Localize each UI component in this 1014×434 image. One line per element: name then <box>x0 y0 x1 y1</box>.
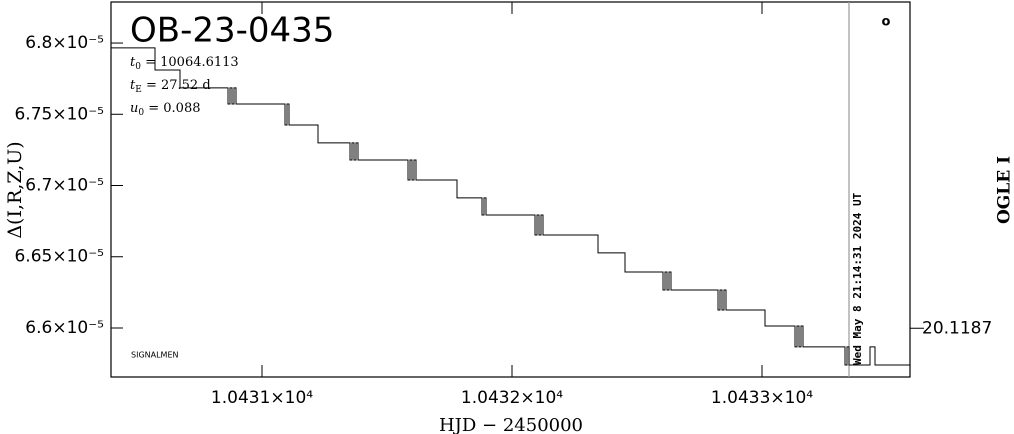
parameter-subscript: E <box>135 85 142 95</box>
x-tick-label: 1.0433×10⁴ <box>711 388 813 408</box>
parameter: u0 = 0.088 <box>130 101 200 118</box>
timestamp: Wed May 8 21:14:31 2024 UT <box>851 192 864 365</box>
marker-label: o <box>882 15 891 30</box>
parameter: t0 = 10064.6113 <box>130 55 239 72</box>
chart-title: OB-23-0435 <box>130 11 334 51</box>
parameter-value: = 0.088 <box>144 101 200 116</box>
y-tick-label: 6.65×10⁻⁵ <box>14 247 104 267</box>
y-tick-label: 6.75×10⁻⁵ <box>14 104 104 124</box>
x-tick-label: 1.0431×10⁴ <box>211 388 313 408</box>
light-curve <box>111 47 910 366</box>
x-axis-label: HJD − 2450000 <box>439 415 583 434</box>
y-tick-label: 6.7×10⁻⁵ <box>25 176 104 196</box>
y-tick-label: 6.6×10⁻⁵ <box>25 318 104 338</box>
parameter: tE = 27.52 d <box>130 78 211 95</box>
parameter-value: = 10064.6113 <box>141 55 239 70</box>
parameter-subscript: 0 <box>138 108 144 118</box>
y2-axis-label: OGLE I <box>995 156 1014 224</box>
source-label: SIGNALMEN <box>131 351 179 360</box>
parameter-symbol: t <box>130 55 136 70</box>
y-tick-label: 6.8×10⁻⁵ <box>25 33 104 53</box>
parameter-value: = 27.52 d <box>142 78 211 93</box>
parameter-symbol: u <box>130 101 138 116</box>
parameter-subscript: 0 <box>135 62 141 72</box>
parameter-symbol: t <box>130 78 136 93</box>
x-tick-label: 1.0432×10⁴ <box>461 388 563 408</box>
y-axis-label: Δ(I,R,Z,U) <box>4 141 26 238</box>
plot-frame <box>110 1 911 378</box>
y2-tick-label: 20.1187 <box>922 318 992 338</box>
